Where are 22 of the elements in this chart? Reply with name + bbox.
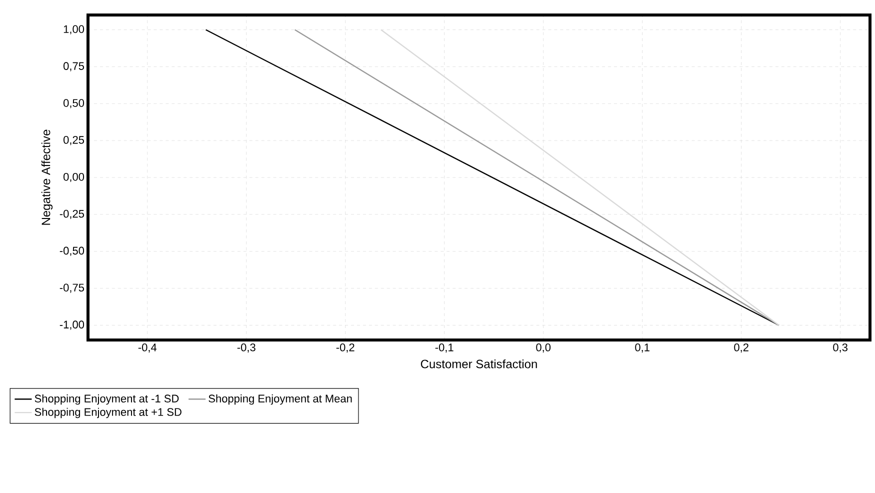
y-axis-title: Negative Affective (41, 130, 53, 225)
legend-label: Shopping Enjoyment at -1 SD (34, 394, 179, 405)
y-tick-label: -0,75 (60, 284, 84, 293)
y-tick-label: 0,00 (64, 172, 84, 182)
x-axis-title: Customer Satisfaction (420, 359, 537, 368)
x-tick-label: 0,0 (536, 344, 551, 353)
y-tick-label: 1,00 (64, 25, 84, 34)
x-tick-label: -0,4 (138, 344, 157, 353)
y-tick-label: -1,00 (60, 320, 84, 330)
legend-label: Shopping Enjoyment at Mean (208, 394, 352, 405)
y-tick-label: 0,75 (64, 62, 84, 72)
x-tick-label: 0,2 (734, 344, 748, 353)
x-tick-label: 0,3 (833, 344, 848, 353)
y-tick-label: 0,50 (64, 99, 84, 108)
x-tick-label: -0,1 (435, 344, 454, 353)
y-tick-label: 0,25 (64, 136, 84, 146)
legend-label: Shopping Enjoyment at +1 SD (34, 408, 182, 418)
y-tick-label: -0,25 (60, 210, 84, 219)
x-tick-label: -0,2 (336, 344, 354, 353)
x-tick-label: 0,1 (635, 344, 650, 353)
y-tick-label: -0,50 (60, 246, 84, 256)
x-tick-label: -0,3 (237, 344, 256, 353)
